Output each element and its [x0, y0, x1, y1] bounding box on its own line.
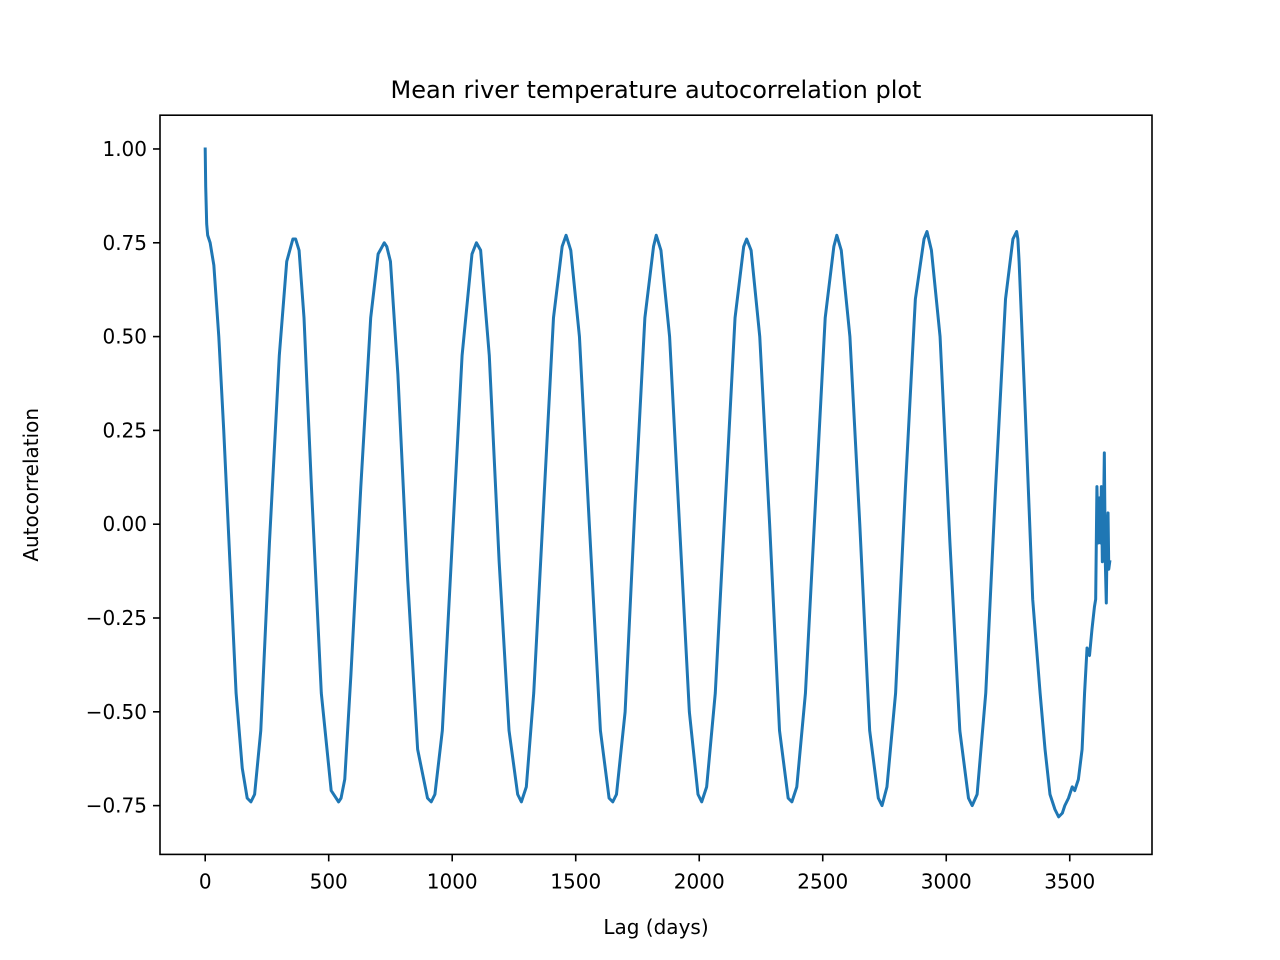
- y-tick-label: 0.25: [102, 418, 147, 442]
- y-tick-label: 1.00: [102, 137, 147, 161]
- y-axis-label: Autocorrelation: [19, 408, 43, 562]
- plot-area: [203, 147, 1112, 819]
- x-tick-label: 1500: [550, 869, 601, 893]
- x-axis-label: Lag (days): [603, 915, 708, 939]
- x-tick-label: 3000: [921, 869, 972, 893]
- y-tick-label: −0.50: [86, 700, 147, 724]
- y-tick-label: −0.75: [86, 794, 147, 818]
- y-axis: 1.00 0.75 0.50 0.25 0.00 −0.25 −0.50 −0.75: [86, 137, 160, 818]
- x-tick-label: 0: [199, 869, 212, 893]
- x-tick-label: 3500: [1044, 869, 1095, 893]
- y-tick-label: 0.75: [102, 231, 147, 255]
- x-axis: 0 500 1000 1500 2000 2500 3000 3500: [199, 854, 1095, 893]
- chart-title: Mean river temperature autocorrelation p…: [391, 76, 922, 104]
- x-tick-label: 500: [310, 869, 348, 893]
- y-tick-label: −0.25: [86, 606, 147, 630]
- x-tick-label: 2000: [674, 869, 725, 893]
- plot-frame: [159, 114, 1153, 856]
- y-tick-label: 0.50: [102, 325, 147, 349]
- series-line-0: [203, 147, 1112, 819]
- y-tick-label: 0.00: [102, 512, 147, 536]
- x-tick-label: 1000: [427, 869, 478, 893]
- x-tick-label: 2500: [797, 869, 848, 893]
